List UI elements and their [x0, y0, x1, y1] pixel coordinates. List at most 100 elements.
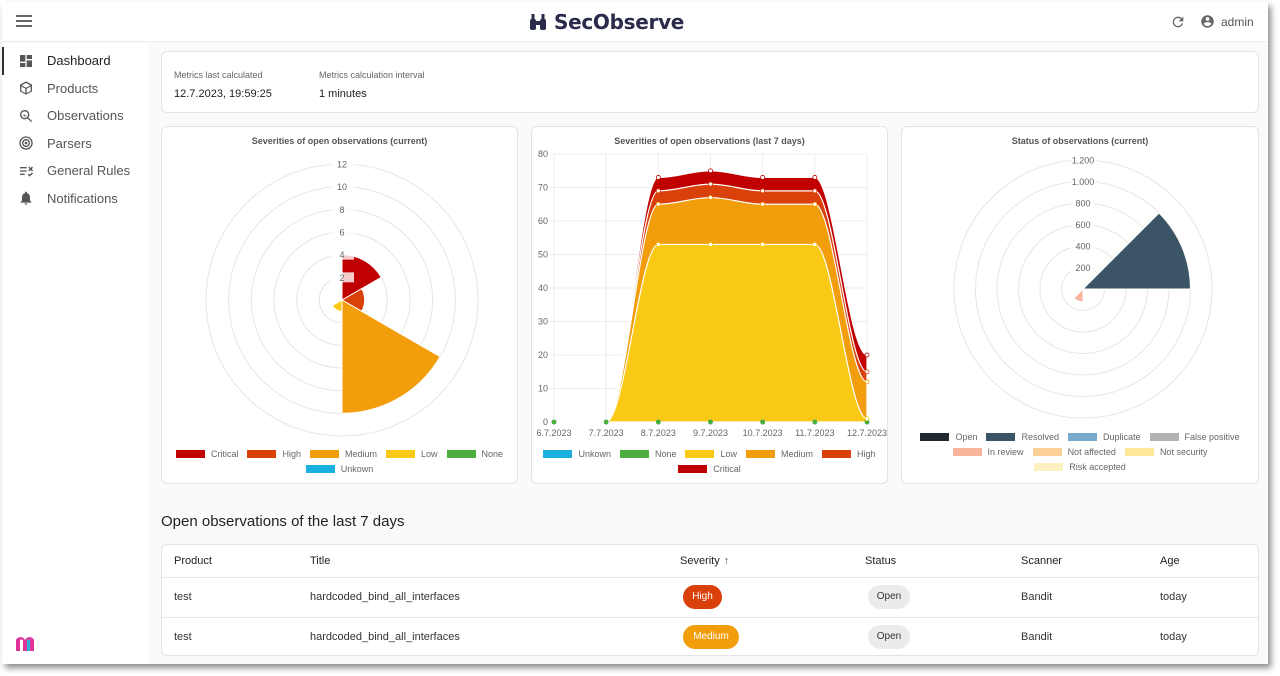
sidebar-item-notifications[interactable]: Notifications — [2, 185, 148, 213]
sidebar-item-dashboard[interactable]: Dashboard — [2, 47, 148, 75]
user-menu[interactable]: admin — [1200, 14, 1254, 29]
legend-item-high[interactable]: High — [247, 449, 301, 459]
legend-label: Medium — [344, 449, 377, 459]
metrics-card: Metrics last calculated 12.7.2023, 19:59… — [161, 51, 1259, 113]
brand[interactable]: SecObserve — [528, 10, 684, 34]
legend-swatch — [822, 450, 852, 458]
legend-swatch — [1034, 463, 1064, 471]
legend-item-medium[interactable]: Medium — [309, 449, 377, 459]
legend-item-critical[interactable]: Critical — [678, 464, 741, 474]
tick-label: 1.200 — [1072, 156, 1095, 166]
column-header-title[interactable]: Title — [310, 555, 331, 567]
data-point-low — [708, 242, 713, 247]
y-tick-label: 20 — [538, 350, 548, 360]
status-badge: Open — [868, 585, 910, 609]
legend-label: False positive — [1184, 432, 1240, 442]
legend-label: Medium — [781, 449, 814, 459]
legend-label: High — [857, 449, 876, 459]
legend-item-not-security[interactable]: Not security — [1124, 447, 1208, 457]
legend-label: Not security — [1159, 447, 1208, 457]
arrow-up-icon: ↑ — [723, 555, 730, 567]
legend-item-low[interactable]: Low — [386, 449, 438, 459]
data-point-medium — [812, 201, 818, 207]
tick-bg — [1071, 219, 1095, 230]
legend-item-risk-accepted[interactable]: Risk accepted — [1034, 462, 1126, 472]
legend-label: Critical — [713, 464, 741, 474]
legend-label: Unkown — [340, 464, 374, 474]
table-header: Product Title Severity ↑ Status Scanner A… — [162, 545, 1258, 577]
legend-item-open[interactable]: Open — [920, 432, 977, 442]
cell-title: hardcoded_bind_all_interfaces — [310, 591, 460, 603]
sidebar-item-parsers[interactable]: Parsers — [2, 130, 148, 158]
legend-item-none[interactable]: None — [619, 449, 676, 459]
tick-label: 8 — [339, 205, 344, 215]
sidebar-item-general-rules[interactable]: General Rules — [2, 157, 148, 185]
sidebar-item-label: Parsers — [47, 135, 92, 151]
severities-area-chart: 0 10 20 30 40 50 60 70 80 6.7.2023 7.7.2023 8.7.202… — [536, 149, 887, 438]
tick-bg — [330, 204, 354, 215]
area-series-low — [554, 243, 868, 423]
cell-scanner: Bandit — [1021, 631, 1053, 643]
menu-icon[interactable] — [16, 15, 32, 29]
legend-item-low[interactable]: Low — [685, 449, 737, 459]
legend-item-resolved[interactable]: Resolved — [986, 432, 1059, 442]
column-header-severity[interactable]: Severity ↑ — [680, 555, 729, 567]
legend-swatch — [1068, 433, 1097, 441]
legend-item-critical[interactable]: Critical — [175, 449, 238, 459]
x-tick-label: 10.7.2023 — [743, 428, 783, 438]
data-point-none — [812, 419, 818, 425]
x-tick-label: 11.7.2023 — [795, 428, 834, 438]
data-point-none — [655, 419, 661, 425]
x-tick-label: 9.7.2023 — [693, 428, 728, 438]
app-bar: SecObserve admin — [2, 2, 1268, 42]
sidebar: Dashboard Products Observations Parsers … — [2, 43, 148, 664]
polar-segment-medium — [341, 299, 441, 414]
sidebar-item-label: Observations — [47, 108, 124, 124]
legend-swatch — [746, 450, 775, 458]
column-header-status[interactable]: Status — [865, 555, 897, 567]
y-tick-label: 40 — [538, 283, 548, 293]
legend-item-not-affected[interactable]: Not affected — [1032, 447, 1116, 457]
metric-label: Metrics calculation interval — [319, 70, 425, 80]
legend-item-unkown[interactable]: Unkown — [305, 464, 374, 474]
y-tick-label: 0 — [543, 417, 548, 427]
legend-label: High — [282, 449, 301, 459]
general-rules-icon — [20, 166, 33, 177]
metric-value: 12.7.2023, 19:59:25 — [174, 88, 272, 100]
tick-label: 1.000 — [1072, 177, 1095, 187]
legend-item-in-review[interactable]: In review — [952, 447, 1024, 457]
refresh-icon[interactable] — [1170, 14, 1186, 30]
metric-value: 1 minutes — [319, 88, 367, 100]
legend-item-high[interactable]: High — [822, 449, 876, 459]
data-point-low — [812, 242, 818, 247]
chart-legend: Open Resolved Duplicate False positive In re… — [908, 432, 1252, 472]
legend-label: Resolved — [1021, 432, 1059, 442]
polar-segment-low — [331, 299, 343, 312]
data-point-low — [864, 416, 870, 422]
legend-item-medium[interactable]: Medium — [746, 449, 813, 459]
app-title: SecObserve — [554, 10, 685, 34]
polar-segment-resolved — [1081, 212, 1192, 290]
sidebar-item-observations[interactable]: Observations — [2, 102, 148, 130]
binoculars-icon — [530, 14, 546, 30]
legend-item-false-positive[interactable]: False positive — [1149, 432, 1240, 442]
column-header-scanner[interactable]: Scanner — [1021, 555, 1062, 567]
legend-swatch — [952, 448, 982, 456]
tick-label: 10 — [337, 182, 347, 192]
sidebar-item-products[interactable]: Products — [2, 75, 148, 103]
tick-bg — [330, 181, 354, 192]
legend-swatch — [309, 450, 339, 458]
legend-item-duplicate[interactable]: Duplicate — [1068, 432, 1141, 442]
severity-badge: High — [683, 585, 722, 609]
legend-swatch — [619, 450, 649, 458]
column-header-age[interactable]: Age — [1160, 555, 1180, 567]
tick-label: 200 — [1075, 263, 1090, 273]
y-tick-label: 10 — [538, 384, 548, 394]
table-row[interactable]: test hardcoded_bind_all_interfaces High … — [162, 577, 1258, 617]
column-header-product[interactable]: Product — [174, 555, 212, 567]
legend-label: Risk accepted — [1069, 462, 1126, 472]
tick-label: 800 — [1075, 199, 1090, 209]
legend-item-none[interactable]: None — [446, 449, 503, 459]
table-row[interactable]: test hardcoded_bind_all_interfaces Mediu… — [162, 617, 1258, 655]
legend-item-unkown[interactable]: Unkown — [543, 449, 611, 459]
